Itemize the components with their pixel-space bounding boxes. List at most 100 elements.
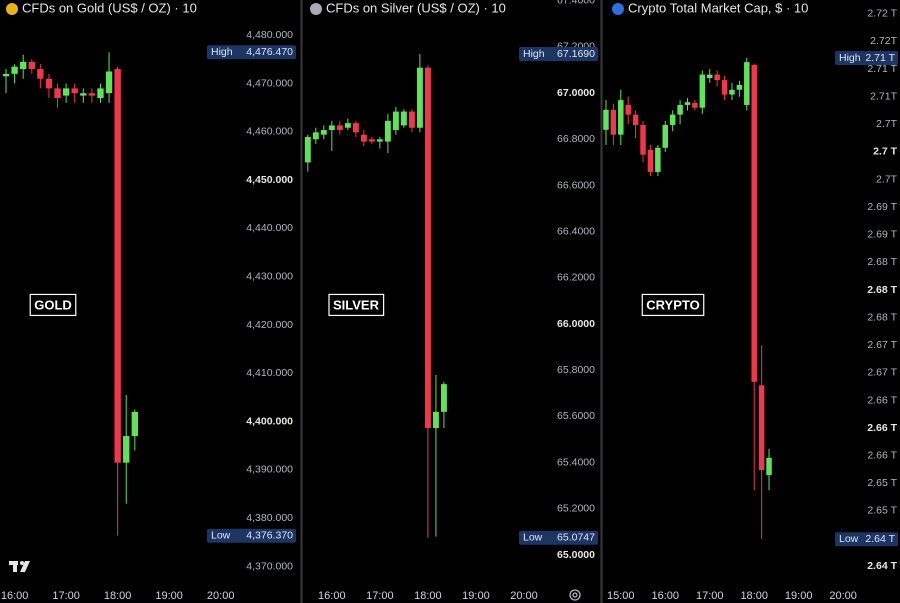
y-tick-label: 2.72 T: [867, 8, 897, 20]
candle-body: [352, 123, 359, 133]
y-tick-label: 67.4000: [557, 0, 595, 6]
x-tick-label: 18:00: [104, 590, 132, 602]
y-tick-label: 4,400.000: [246, 415, 293, 427]
tradingview-logo: [9, 561, 30, 572]
y-tick-label: 2.72T: [870, 35, 897, 47]
panel: Crypto Total Market Cap, $ · 10 2.72 T 2.7…: [603, 0, 898, 602]
x-tick-label: 19:00: [155, 590, 183, 602]
candle-body: [669, 114, 676, 125]
candle-body: [766, 457, 772, 476]
y-tick-label: 2.65 T: [867, 505, 897, 517]
candle-body: [28, 61, 35, 70]
candle-body: [105, 71, 113, 94]
candle-body: [392, 111, 399, 131]
panel: CFDs on Silver (US$ / OZ) · 10 67.4000 67.…: [304, 0, 598, 602]
y-tick-label: 2.68 T: [867, 284, 897, 296]
candle-body: [424, 67, 431, 429]
y-tick-label: 4,410.000: [246, 367, 293, 379]
candle-body: [400, 111, 407, 126]
marker-value: 2.71 T: [865, 52, 895, 64]
candle-body: [729, 89, 735, 95]
candle-body: [684, 102, 691, 105]
candle-body: [714, 74, 720, 81]
chart-title: CFDs on Gold (US$ / OZ) · 10: [22, 0, 197, 15]
marker-name: High: [523, 48, 545, 60]
candle-body: [328, 125, 335, 131]
x-tick-label: 18:00: [414, 590, 442, 602]
candle-body: [610, 109, 617, 135]
marker-name: High: [211, 46, 233, 58]
chart-label: GOLD: [34, 297, 72, 312]
marker-name: Low: [523, 532, 543, 544]
settings-icon[interactable]: [569, 589, 581, 601]
chart-label: CRYPTO: [646, 297, 699, 312]
marker-value: 67.1690: [557, 48, 595, 60]
x-tick-label: 16:00: [651, 590, 679, 602]
y-tick-label: 4,380.000: [246, 512, 293, 524]
x-tick-label: 18:00: [740, 590, 768, 602]
y-tick-label: 65.2000: [557, 503, 595, 515]
price-marker: [519, 530, 598, 545]
chart-title: CFDs on Silver (US$ / OZ) · 10: [326, 0, 506, 15]
y-tick-label: 2.69 T: [867, 229, 897, 241]
candle-body: [344, 123, 351, 128]
candle-body: [706, 74, 713, 79]
y-tick-label: 67.0000: [557, 87, 595, 99]
marker-value: 4,376.370: [246, 529, 293, 541]
marker-name: High: [839, 52, 861, 64]
chart-label-box: [29, 293, 77, 317]
chart-label: SILVER: [333, 297, 380, 312]
y-tick-label: 4,470.000: [246, 77, 293, 89]
chart-title: Crypto Total Market Cap, $ · 10: [628, 0, 808, 15]
candle-body: [88, 93, 96, 96]
y-tick-label: 4,480.000: [246, 29, 293, 41]
candle-body: [744, 62, 750, 105]
y-tick-label: 66.4000: [557, 225, 595, 237]
candle-body: [71, 88, 78, 94]
chart-label-box: [328, 293, 385, 317]
x-tick-label: 17:00: [366, 590, 394, 602]
candle-body: [97, 88, 104, 99]
chart-label-box: [641, 293, 705, 317]
panel: CFDs on Gold (US$ / OZ) · 10 4,480.000 4,4…: [1, 0, 296, 602]
candle-body: [312, 132, 319, 140]
x-tick-label: 20:00: [510, 590, 538, 602]
y-tick-label: 66.6000: [557, 179, 595, 191]
y-tick-label: 2.68 T: [867, 311, 897, 323]
candle-body: [360, 134, 367, 142]
candle-body: [721, 80, 728, 95]
candle-body: [45, 78, 53, 89]
y-tick-label: 2.69 T: [867, 201, 897, 213]
symbol-icon: [612, 3, 624, 15]
candle-body: [640, 124, 646, 155]
price-marker: [519, 47, 598, 62]
candle-body: [625, 104, 631, 115]
y-tick-label: 66.0000: [557, 318, 595, 330]
candle-body: [432, 411, 439, 429]
candle-body: [37, 69, 44, 79]
y-tick-label: 2.7T: [876, 173, 898, 185]
candle-body: [54, 88, 61, 99]
y-tick-label: 65.8000: [557, 364, 595, 376]
marker-value: 2.64 T: [865, 533, 895, 545]
candle-body: [368, 139, 375, 142]
y-tick-label: 2.67 T: [867, 339, 897, 351]
y-tick-label: 2.66 T: [867, 449, 897, 461]
price-marker: [835, 51, 898, 65]
candle-body: [304, 136, 311, 163]
candle-body: [80, 93, 87, 96]
x-tick-label: 16:00: [1, 590, 29, 602]
y-tick-label: 4,440.000: [246, 222, 293, 234]
candle-body: [692, 102, 698, 108]
candle-body: [336, 125, 343, 131]
candle-body: [62, 88, 70, 96]
x-tick-label: 20:00: [829, 590, 857, 602]
y-tick-label: 4,430.000: [246, 271, 293, 283]
y-tick-label: 65.6000: [557, 410, 595, 422]
candle-body: [751, 64, 757, 382]
candle-body: [416, 67, 423, 128]
x-tick-label: 19:00: [462, 590, 490, 602]
symbol-icon: [310, 3, 322, 15]
